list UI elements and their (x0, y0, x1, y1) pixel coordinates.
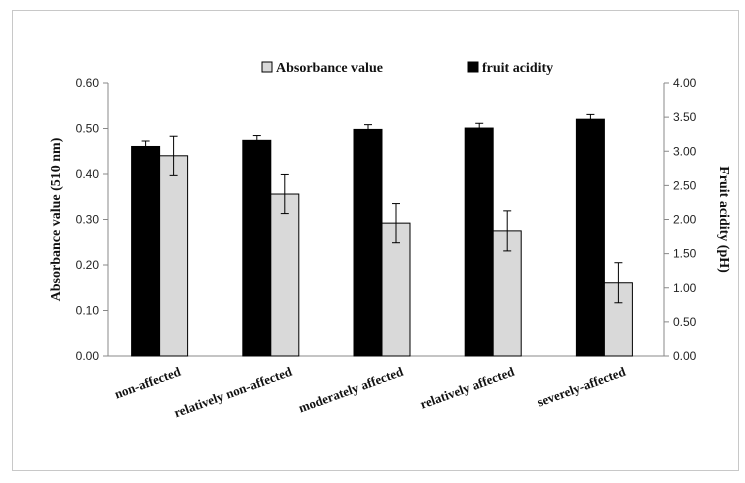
right-tick-label: 2.50 (673, 178, 697, 192)
bar-fruit-acidity (464, 127, 494, 357)
category-label: relatively non-affected (172, 363, 295, 420)
bar-absorbance (381, 222, 411, 357)
category-label: relatively affected (418, 363, 517, 411)
left-tick-label: 0.40 (76, 167, 100, 181)
right-tick-label: 3.00 (673, 144, 697, 158)
bar-fruit-acidity (575, 118, 605, 357)
left-tick-label: 0.20 (76, 258, 100, 272)
legend-swatch-fruit-acidity (467, 61, 479, 73)
left-tick-label: 0.60 (76, 76, 100, 90)
legend-swatch-absorbance (261, 61, 273, 73)
legend: Absorbance value fruit acidity (261, 61, 553, 76)
bar-absorbance (270, 193, 300, 357)
right-tick-label: 1.50 (673, 247, 697, 261)
legend-label-absorbance: Absorbance value (276, 61, 383, 76)
right-tick-label: 4.00 (673, 76, 697, 90)
left-tick-label: 0.50 (76, 122, 100, 136)
category-label: moderately affected (296, 363, 405, 415)
left-tick-label: 0.10 (76, 304, 100, 318)
legend-label-fruit-acidity: fruit acidity (482, 61, 553, 76)
category-label: severely-affected (535, 363, 628, 409)
bar-absorbance (159, 155, 189, 357)
bar-fruit-acidity (353, 128, 383, 357)
right-tick-label: 0.00 (673, 349, 697, 363)
bar-absorbance (492, 230, 522, 357)
right-tick-label: 0.50 (673, 315, 697, 329)
bar-fruit-acidity (242, 139, 272, 357)
left-tick-label: 0.00 (76, 349, 100, 363)
category-label: non-affected (112, 363, 183, 401)
left-axis-title: Absorbance value (510 nm) (49, 137, 64, 301)
right-axis-title: Fruit acidity (pH) (716, 166, 731, 273)
bars (131, 113, 633, 357)
bar-fruit-acidity (131, 145, 161, 357)
right-tick-label: 1.00 (673, 281, 697, 295)
right-tick-label: 2.00 (673, 213, 697, 227)
right-tick-label: 3.50 (673, 110, 697, 124)
left-tick-label: 0.30 (76, 213, 100, 227)
